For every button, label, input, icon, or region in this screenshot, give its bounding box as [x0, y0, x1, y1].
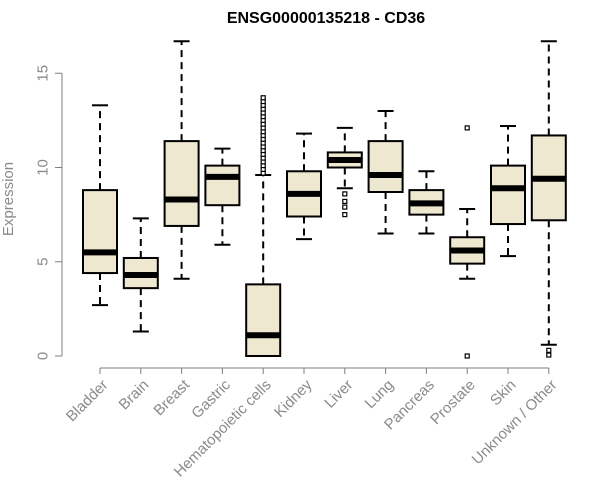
outlier-point	[464, 125, 470, 131]
box-brain	[122, 217, 159, 333]
iqr-box	[82, 189, 118, 275]
outlier-point	[464, 353, 470, 359]
iqr-box	[367, 140, 404, 194]
box-liver	[326, 126, 363, 218]
x-tick-label: Kidney	[271, 376, 316, 421]
outlier-point	[546, 347, 552, 353]
x-tick-label: Lung	[362, 377, 398, 413]
outlier-point	[342, 191, 348, 197]
chart-title: ENSG00000135218 - CD36	[227, 10, 425, 27]
outlier-point	[342, 204, 348, 210]
box-prostate	[449, 125, 486, 359]
outlier-point	[342, 198, 348, 205]
iqr-box	[163, 140, 200, 227]
outlier-point	[260, 95, 266, 101]
box-breast	[163, 40, 200, 280]
box-gastric	[204, 147, 241, 246]
x-tick-label: Brain	[116, 377, 153, 414]
box-group	[82, 40, 567, 359]
y-axis: 0 5 10 15	[34, 65, 63, 360]
x-tick-label: Prostate	[427, 377, 479, 429]
x-tick-label: Skin	[487, 377, 520, 410]
y-axis-title: Expression	[0, 162, 17, 236]
box-kidney	[286, 132, 322, 241]
box-skin	[490, 125, 526, 258]
x-tick-label: Liver	[321, 377, 356, 412]
y-tick-label: 15	[34, 65, 51, 82]
box-bladder	[82, 104, 118, 307]
box-unknown-other	[530, 40, 567, 358]
y-tick-label: 5	[34, 258, 51, 266]
outlier-point	[342, 212, 348, 218]
x-tick-label: Breast	[150, 376, 193, 419]
y-tick-label: 0	[34, 352, 51, 360]
box-hematopoietic-cells	[245, 95, 282, 357]
iqr-box	[204, 164, 241, 207]
iqr-box	[245, 283, 282, 357]
box-pancreas	[408, 170, 445, 235]
outlier-point	[546, 352, 552, 358]
x-tick-label: Bladder	[63, 377, 112, 426]
iqr-box	[490, 164, 526, 226]
y-tick-label: 10	[34, 159, 51, 176]
box-lung	[367, 109, 404, 235]
